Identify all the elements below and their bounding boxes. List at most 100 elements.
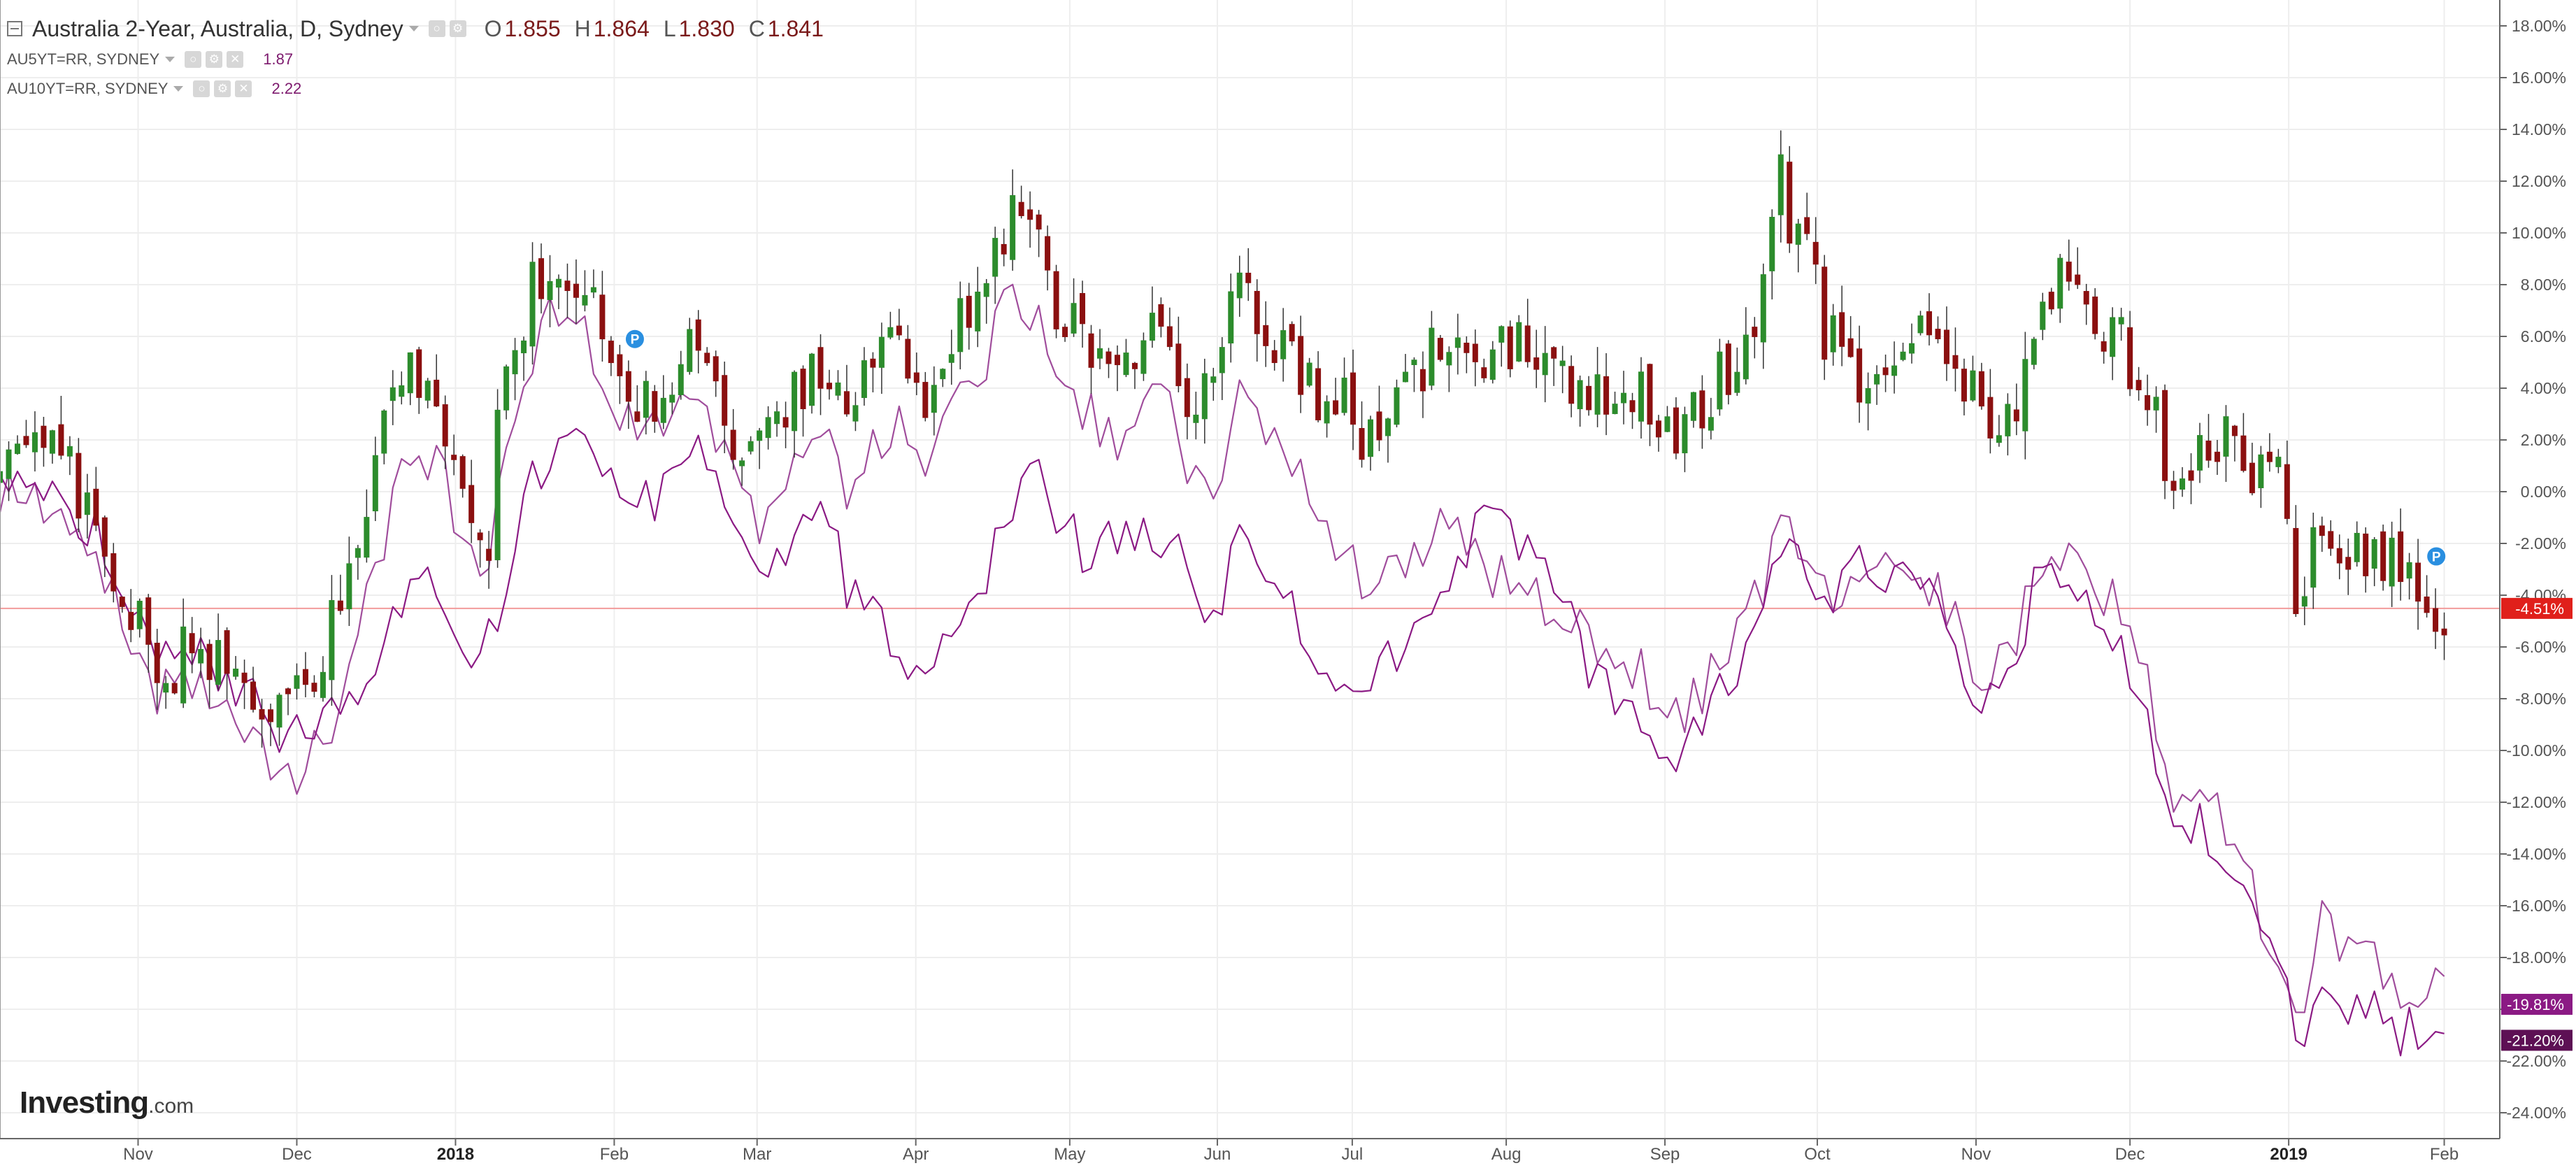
candle-body — [145, 597, 152, 645]
candle — [1629, 392, 1636, 429]
candle — [2153, 386, 2159, 433]
candle-body — [975, 292, 981, 332]
candle — [1201, 358, 1208, 444]
candle — [250, 667, 257, 713]
event-markers[interactable]: PP — [624, 328, 2447, 567]
candle — [1175, 316, 1182, 392]
visibility-eye-icon[interactable]: ○ — [428, 20, 445, 37]
marker-label[interactable]: P — [2432, 550, 2441, 565]
au10y-visibility-eye-icon[interactable]: ○ — [193, 80, 210, 97]
candle-body — [1053, 271, 1059, 329]
candle-body — [1394, 387, 1400, 425]
price-tags: -4.51% -19.81% -21.20% — [2501, 597, 2573, 1051]
candle — [2197, 422, 2203, 483]
au5y-settings-gear-icon[interactable]: ⚙ — [206, 51, 223, 68]
price-tag: -19.81% — [2501, 993, 2573, 1015]
candle-body — [1193, 414, 1199, 423]
candle — [407, 352, 413, 406]
au5y-series-label[interactable]: AU5YT=RR, SYDNEY — [7, 50, 160, 68]
candle-body — [494, 409, 501, 561]
candle — [582, 270, 588, 312]
candle — [1891, 341, 1898, 394]
settings-gear-icon[interactable]: ⚙ — [449, 20, 466, 37]
candle-body — [2110, 317, 2116, 357]
candle-body — [1847, 338, 1854, 357]
candle — [1874, 365, 1880, 405]
candle — [809, 352, 815, 414]
candle-body — [643, 380, 649, 418]
candle — [573, 259, 579, 325]
candle-body — [2135, 380, 2142, 390]
marker-label[interactable]: P — [631, 333, 640, 348]
candle — [765, 406, 771, 450]
y-tick-label: 6.00% — [2521, 327, 2566, 346]
au10y-series-label[interactable]: AU10YT=RR, SYDNEY — [7, 80, 169, 97]
candle — [424, 378, 431, 408]
candle-body — [1149, 313, 1155, 341]
candle-body — [1489, 349, 1496, 380]
candle-body — [1900, 351, 1906, 360]
candle-body — [1236, 272, 1243, 299]
candle-body — [1856, 348, 1863, 403]
collapse-legend-icon[interactable] — [7, 21, 22, 36]
main-series-title[interactable]: Australia 2-Year, Australia, D, Sydney — [32, 15, 403, 41]
candle-body — [1140, 340, 1147, 374]
candle-body — [1533, 357, 1540, 370]
marker-circle[interactable] — [624, 328, 645, 350]
candle-body — [477, 532, 483, 541]
candle — [1289, 321, 1295, 346]
candle — [1507, 320, 1513, 378]
candle-body — [1219, 347, 1225, 373]
candle — [1149, 286, 1155, 348]
candle — [1516, 315, 1522, 362]
candle-body — [843, 391, 850, 415]
candle-body — [1970, 370, 1976, 401]
candle — [31, 411, 38, 472]
candle — [233, 655, 239, 680]
candle-body — [1088, 333, 1094, 368]
candle — [1987, 369, 1994, 454]
candle — [905, 325, 911, 384]
candle — [599, 271, 606, 362]
candle — [101, 515, 108, 578]
candle-body — [1018, 201, 1024, 216]
candle-body — [503, 366, 510, 411]
candle — [1472, 329, 1478, 387]
candle-body — [940, 369, 946, 380]
au10y-remove-close-icon[interactable]: ✕ — [235, 80, 252, 97]
series-menu-caret-icon[interactable] — [408, 26, 419, 31]
au10y-menu-caret-icon[interactable] — [173, 86, 184, 92]
candle — [1673, 397, 1679, 460]
candle-body — [1795, 223, 1801, 245]
candle-body — [1097, 348, 1103, 359]
candle-body — [468, 485, 475, 523]
candle-body — [1752, 327, 1758, 337]
au5y-visibility-eye-icon[interactable]: ○ — [185, 51, 202, 68]
au5y-menu-caret-icon[interactable] — [165, 57, 176, 62]
au5y-remove-close-icon[interactable]: ✕ — [227, 51, 244, 68]
candle — [1394, 379, 1400, 427]
candle — [730, 408, 736, 470]
candle-body — [1071, 303, 1077, 334]
au10y-settings-gear-icon[interactable]: ⚙ — [214, 80, 231, 97]
candle-body — [1027, 209, 1033, 220]
candle — [1045, 225, 1051, 291]
candle-body — [1612, 404, 1618, 414]
event-marker-p-icon[interactable]: P — [624, 328, 645, 350]
x-tick-label: 2019 — [2270, 1145, 2307, 1164]
candle-body — [1812, 241, 1819, 265]
candle-body — [329, 600, 335, 681]
candle — [1970, 355, 1976, 402]
candle — [2363, 527, 2369, 593]
candle-body — [2336, 548, 2342, 564]
candle — [1978, 362, 1984, 410]
event-marker-p-icon[interactable]: P — [2426, 546, 2447, 567]
marker-circle[interactable] — [2426, 546, 2447, 567]
candle — [459, 454, 466, 498]
x-tick-label: Dec — [2115, 1145, 2145, 1164]
candle — [442, 395, 448, 469]
y-tick-label: 8.00% — [2521, 276, 2566, 294]
candle — [2145, 374, 2151, 426]
candle — [320, 656, 326, 702]
